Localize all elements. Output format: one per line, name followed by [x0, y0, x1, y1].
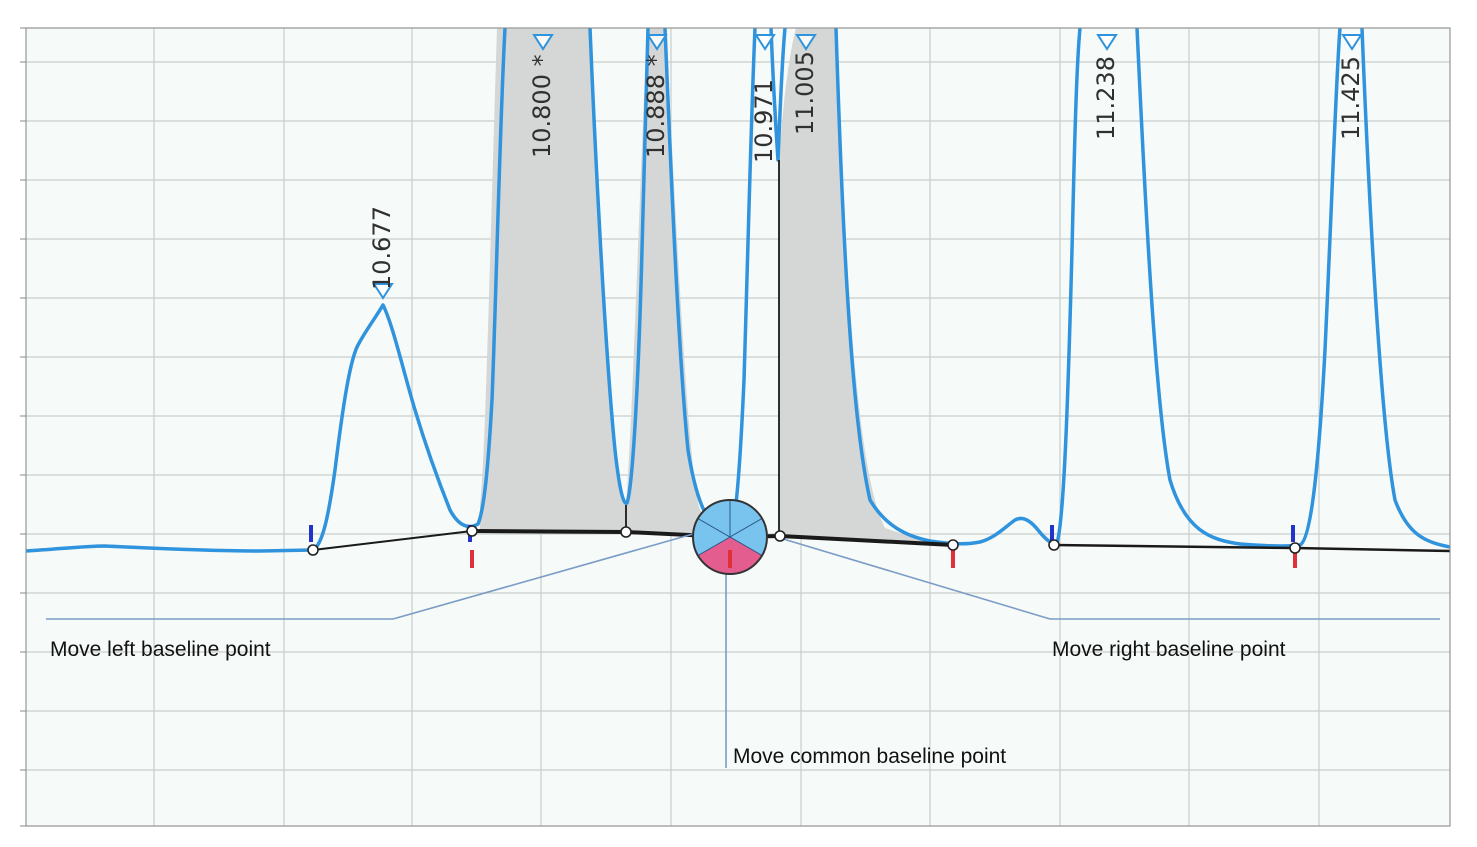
- peak-apex-marker: [1096, 34, 1118, 51]
- peak-label: 11.425: [1337, 56, 1365, 140]
- baseline-point[interactable]: [1289, 542, 1301, 554]
- callout-lines: [46, 531, 1440, 768]
- baseline-point[interactable]: [620, 526, 632, 538]
- peak-labels: 10.677 10.800 * 10.888 * 10.971 11.005 11.238…: [368, 51, 1365, 290]
- baseline-point[interactable]: [947, 539, 959, 551]
- baseline-segment: [779, 534, 954, 547]
- baseline-segment: [312, 530, 473, 551]
- peak-label: 10.971: [750, 79, 778, 163]
- peak-fill-11-005: [779, 28, 953, 545]
- peak-apex-marker: [754, 34, 776, 51]
- peak-apex-marker: [1341, 34, 1363, 51]
- peak-label: 10.800 *: [528, 54, 556, 158]
- peak-boundary-ticks: [309, 525, 1297, 568]
- baseline-point[interactable]: [466, 525, 478, 537]
- baseline-point[interactable]: [307, 544, 319, 556]
- plot-area: [26, 28, 1450, 826]
- peak-apex-marker: [795, 34, 817, 51]
- peak-label: 10.677: [368, 206, 396, 290]
- plot-frame: [25, 27, 1451, 827]
- peak-apex-markers: [372, 34, 1363, 300]
- baseline-segment: [471, 529, 627, 534]
- peak-label: 11.005: [791, 51, 819, 135]
- handle-outline: [692, 499, 768, 575]
- peak-label: 11.238: [1092, 56, 1120, 140]
- peak-apex-marker: [646, 34, 668, 51]
- peak-label: 10.888 *: [642, 54, 670, 158]
- baseline-point[interactable]: [1048, 539, 1060, 551]
- baseline-point[interactable]: [774, 530, 786, 542]
- callout-line: [779, 537, 1051, 620]
- peak-apex-marker: [532, 34, 554, 51]
- peak-apex-marker: [372, 283, 394, 300]
- annotation-right: Move right baseline point: [1052, 638, 1286, 661]
- baseline-segment: [1294, 546, 1450, 553]
- baseline-points[interactable]: [307, 525, 1301, 556]
- annotation-left: Move left baseline point: [50, 638, 271, 661]
- annotation-common: Move common baseline point: [733, 745, 1006, 768]
- baseline-segment: [1053, 543, 1296, 550]
- callout-line: [392, 531, 701, 620]
- peak-fill-10-800: [480, 28, 626, 531]
